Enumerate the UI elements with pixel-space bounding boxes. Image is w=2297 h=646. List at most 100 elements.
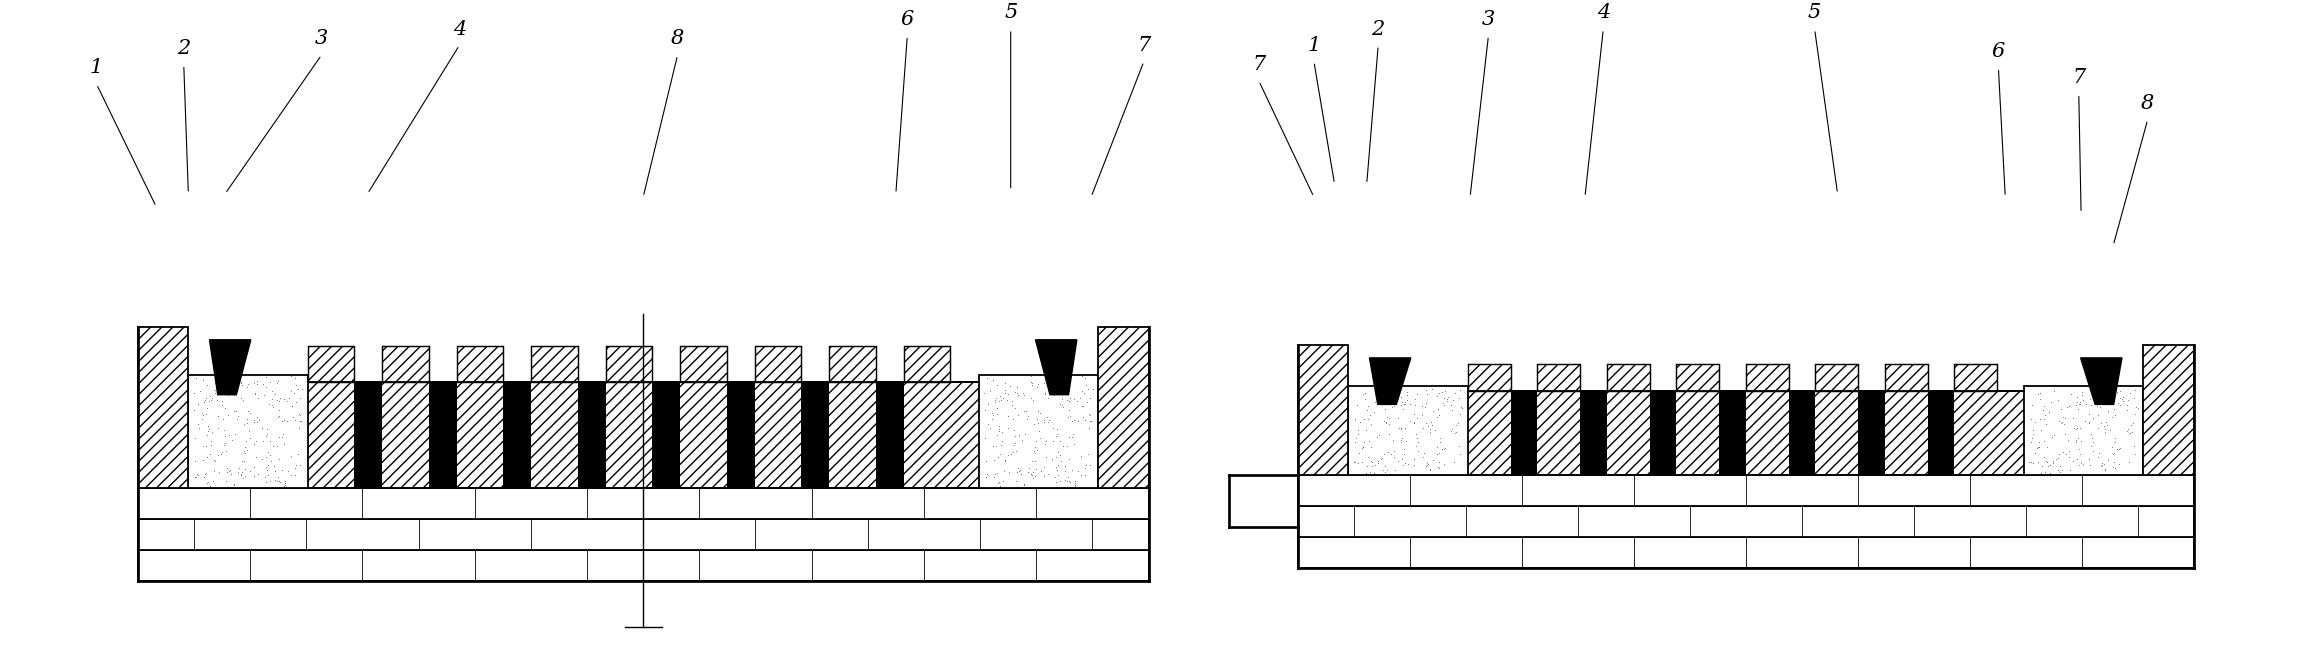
Point bbox=[193, 393, 230, 403]
Bar bbox=[138, 488, 1148, 519]
Point bbox=[1059, 416, 1096, 426]
Point bbox=[2035, 458, 2072, 468]
Point bbox=[266, 478, 303, 488]
Point bbox=[2113, 427, 2150, 437]
Point bbox=[981, 477, 1018, 487]
Point bbox=[2033, 432, 2070, 443]
Point bbox=[1043, 455, 1080, 466]
Point bbox=[1387, 436, 1424, 446]
Point bbox=[1013, 378, 1050, 388]
Point bbox=[1027, 378, 1064, 388]
Bar bbox=[1298, 391, 2194, 475]
Bar bbox=[680, 346, 726, 382]
Point bbox=[1020, 382, 1057, 392]
Point bbox=[273, 371, 310, 381]
Text: 2: 2 bbox=[1371, 19, 1385, 39]
Point bbox=[2012, 437, 2049, 448]
Point bbox=[1353, 461, 1390, 471]
Point bbox=[253, 475, 289, 486]
Point bbox=[2019, 443, 2056, 453]
Point bbox=[1027, 417, 1064, 427]
Point bbox=[2095, 449, 2132, 459]
Point bbox=[191, 421, 227, 431]
Point bbox=[1050, 476, 1086, 486]
Point bbox=[2074, 413, 2111, 424]
Point bbox=[186, 469, 223, 479]
Point bbox=[2019, 457, 2056, 468]
Point bbox=[974, 413, 1011, 424]
Point bbox=[278, 460, 315, 470]
Point bbox=[2088, 465, 2125, 475]
Point bbox=[976, 375, 1013, 385]
Point bbox=[1004, 388, 1041, 398]
Point bbox=[2044, 412, 2081, 422]
Point bbox=[239, 375, 276, 386]
Point bbox=[266, 479, 303, 490]
Point bbox=[2072, 417, 2109, 427]
Point bbox=[1397, 417, 1433, 427]
Bar bbox=[1927, 391, 1955, 475]
Point bbox=[2081, 448, 2118, 459]
Bar bbox=[1298, 537, 2194, 568]
Point bbox=[1387, 386, 1424, 397]
Point bbox=[979, 477, 1015, 488]
Point bbox=[1052, 411, 1089, 421]
Point bbox=[2118, 448, 2155, 459]
Point bbox=[1385, 433, 1422, 443]
Bar bbox=[606, 346, 652, 382]
Bar bbox=[1298, 345, 1348, 475]
Point bbox=[2118, 384, 2155, 395]
Point bbox=[2083, 461, 2120, 471]
Point bbox=[2079, 423, 2116, 433]
Point bbox=[248, 429, 285, 439]
Point bbox=[198, 384, 234, 395]
Point bbox=[250, 446, 287, 457]
Point bbox=[1041, 470, 1077, 481]
Bar bbox=[1858, 391, 1884, 475]
Point bbox=[2072, 460, 2109, 470]
Point bbox=[1344, 441, 1380, 452]
Point bbox=[257, 395, 294, 405]
Point bbox=[200, 423, 237, 433]
Point bbox=[1064, 401, 1100, 412]
Point bbox=[1371, 412, 1408, 422]
Point bbox=[979, 468, 1015, 479]
Point bbox=[1006, 406, 1043, 416]
Point bbox=[239, 393, 276, 404]
Point bbox=[223, 380, 260, 390]
Point bbox=[1041, 446, 1077, 457]
Bar bbox=[577, 382, 606, 488]
Point bbox=[2028, 461, 2065, 471]
Point bbox=[188, 468, 225, 479]
Point bbox=[974, 408, 1011, 418]
Point bbox=[193, 395, 230, 406]
Point bbox=[2079, 401, 2116, 412]
Point bbox=[264, 416, 301, 426]
Point bbox=[2086, 421, 2122, 431]
Point bbox=[985, 466, 1022, 476]
Bar bbox=[1608, 364, 1649, 391]
Point bbox=[260, 404, 296, 415]
Point bbox=[186, 375, 223, 385]
Bar bbox=[138, 382, 1148, 488]
Point bbox=[257, 466, 294, 476]
Point bbox=[2116, 418, 2152, 428]
Point bbox=[1438, 427, 1475, 437]
Point bbox=[177, 456, 214, 466]
Point bbox=[1031, 415, 1068, 425]
Point bbox=[1337, 433, 1374, 444]
Point bbox=[1358, 397, 1394, 407]
Point bbox=[1050, 454, 1086, 464]
Point bbox=[1011, 410, 1047, 421]
Point bbox=[264, 393, 301, 404]
Point bbox=[181, 422, 218, 433]
Point bbox=[1369, 447, 1406, 457]
Point bbox=[983, 427, 1020, 437]
Point bbox=[1420, 457, 1456, 467]
Point bbox=[250, 377, 287, 387]
Point bbox=[1073, 410, 1109, 420]
Point bbox=[2120, 402, 2157, 413]
Point bbox=[2079, 410, 2116, 421]
Point bbox=[1360, 455, 1397, 466]
Point bbox=[2099, 387, 2136, 397]
